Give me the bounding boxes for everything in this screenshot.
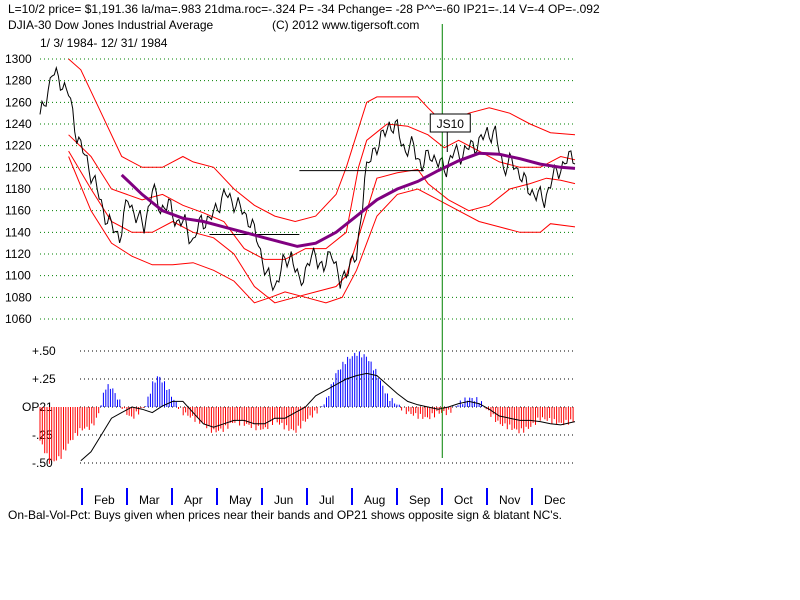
month-label: Jul: [319, 493, 334, 507]
month-label: Dec: [544, 493, 565, 507]
price-tick-label: 1100: [5, 269, 31, 283]
price-line: [39, 65, 576, 292]
ma-line: [120, 151, 576, 248]
price-tick-label: 1220: [5, 139, 32, 153]
month-label: Feb: [94, 493, 115, 507]
signal-box: [429, 113, 471, 133]
month-label: Mar: [139, 493, 160, 507]
price-tick-label: 1060: [5, 312, 32, 326]
month-label: Sep: [409, 493, 431, 507]
month-label: Apr: [184, 493, 203, 507]
osc-tick-label: -.50: [32, 456, 53, 470]
price-tick-label: 1200: [5, 160, 32, 174]
price-tick-label: 1280: [5, 74, 32, 88]
price-tick-label: 1260: [5, 95, 32, 109]
month-label: May: [229, 493, 252, 507]
osc-tick-label: +.50: [32, 344, 56, 358]
price-tick-label: 1080: [5, 290, 32, 304]
month-label: Nov: [499, 493, 520, 507]
price-tick-label: 1160: [5, 204, 31, 218]
upper-band-line: [68, 58, 576, 223]
osc-tick-label: OP21: [22, 400, 53, 414]
lower-band-line: [68, 156, 576, 304]
op21-ma-line: [80, 372, 576, 462]
price-tick-label: 1120: [5, 247, 31, 261]
date-range: 1/ 3/ 1984- 12/ 31/ 1984: [40, 36, 168, 50]
price-tick-label: 1240: [5, 117, 32, 131]
inner-upper-line: [68, 123, 576, 260]
price-tick-label: 1140: [5, 225, 31, 239]
signal-label: JS10: [437, 117, 465, 131]
month-label: Oct: [454, 493, 473, 507]
copyright: (C) 2012 www.tigersoft.com: [272, 18, 420, 32]
osc-tick-label: +.25: [32, 372, 56, 386]
price-tick-label: 1300: [5, 52, 32, 66]
price-tick-label: 1180: [5, 182, 31, 196]
month-label: Jun: [274, 493, 293, 507]
inner-lower-line: [68, 150, 576, 304]
footer-note: On-Bal-Vol-Pct: Buys given when prices n…: [8, 508, 562, 522]
index-name: DJIA-30 Dow Jones Industrial Average: [8, 18, 214, 32]
stats-line: L=10/2 price= $1,191.36 la/ma=.983 21dma…: [8, 2, 600, 16]
month-label: Aug: [364, 493, 385, 507]
